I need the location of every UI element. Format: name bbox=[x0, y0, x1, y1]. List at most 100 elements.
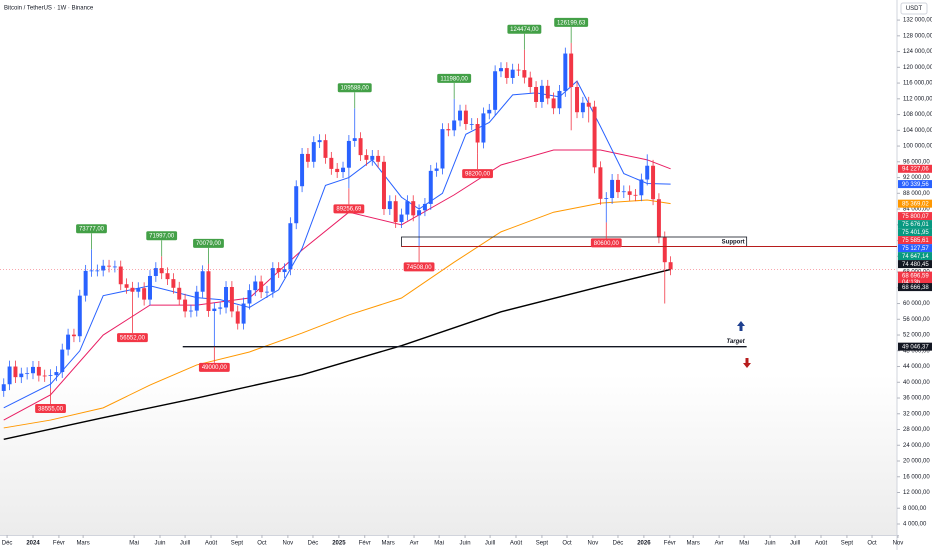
y-tick-label: 40 000,00 bbox=[903, 380, 930, 386]
price-label-box bbox=[898, 228, 932, 237]
candle-body bbox=[7, 366, 12, 385]
x-tick-label: Mai bbox=[434, 541, 444, 547]
candle-body bbox=[264, 291, 269, 293]
candle-body bbox=[458, 110, 463, 121]
candle-body bbox=[417, 210, 422, 216]
annotation-label: 124474,00 bbox=[510, 27, 539, 33]
x-tick-label: Août bbox=[205, 541, 218, 547]
y-tick-label: 124 000,00 bbox=[903, 49, 932, 55]
moving-average-line bbox=[3, 199, 671, 429]
candle-body bbox=[434, 168, 439, 171]
price-label-box bbox=[898, 283, 932, 292]
x-tick-label: Mai bbox=[129, 541, 139, 547]
y-tick-label: 12 000,00 bbox=[903, 490, 930, 496]
candle-body bbox=[551, 98, 556, 109]
y-tick-label: 104 000,00 bbox=[903, 128, 932, 134]
y-tick-label: 8 000,00 bbox=[903, 506, 927, 512]
y-tick-label: 28 000,00 bbox=[903, 427, 930, 433]
candle-body bbox=[329, 157, 334, 169]
candle-body bbox=[487, 109, 492, 114]
x-tick-label: Avr bbox=[715, 541, 724, 547]
y-tick-label: 128 000,00 bbox=[903, 33, 932, 39]
candle-body bbox=[48, 375, 53, 376]
candle-body bbox=[563, 53, 568, 91]
candle-body bbox=[282, 269, 287, 273]
candle-body bbox=[300, 153, 305, 187]
x-tick-label: Sept bbox=[536, 541, 549, 547]
candle-body bbox=[118, 266, 123, 285]
candle-body bbox=[446, 129, 451, 131]
candle-body bbox=[259, 281, 264, 293]
x-tick-label: Févr bbox=[359, 541, 371, 547]
candle-body bbox=[586, 102, 591, 107]
x-tick-label: Sept bbox=[231, 541, 244, 547]
x-tick-label: Mars bbox=[76, 541, 89, 547]
candle-body bbox=[633, 194, 638, 196]
y-tick-label: 60 000,00 bbox=[903, 301, 930, 307]
candle-body bbox=[352, 138, 357, 141]
annotation-box bbox=[462, 169, 493, 179]
y-tick-label: 56 000,00 bbox=[903, 317, 930, 323]
candle-body bbox=[381, 161, 386, 210]
y-tick-label: 120 000,00 bbox=[903, 65, 932, 71]
y-tick-label: 116 000,00 bbox=[903, 81, 932, 87]
candle-body bbox=[610, 179, 615, 199]
candle-body bbox=[188, 310, 193, 312]
y-tick-label: 24 000,00 bbox=[903, 443, 930, 449]
annotation-label: 49000,00 bbox=[202, 365, 228, 371]
candle-body bbox=[206, 271, 211, 312]
x-tick-label: Oct bbox=[867, 541, 877, 547]
annotation-box bbox=[333, 204, 365, 214]
candle-body bbox=[604, 198, 609, 199]
target-label: Target bbox=[727, 339, 746, 345]
candle-body bbox=[294, 186, 299, 224]
annotation-box bbox=[337, 83, 372, 93]
x-tick-label: Nov bbox=[893, 541, 904, 547]
candle-body bbox=[575, 87, 580, 113]
price-label-box bbox=[898, 212, 932, 221]
candle-body bbox=[493, 71, 498, 110]
x-tick-label: 2025 bbox=[332, 541, 346, 547]
candle-body bbox=[656, 199, 661, 238]
annotation-label: 56552,00 bbox=[120, 335, 146, 341]
price-label-box bbox=[898, 220, 932, 229]
annotation-label: 71997,00 bbox=[149, 234, 175, 240]
candle-body bbox=[405, 201, 410, 215]
x-tick-label: Juin bbox=[460, 541, 471, 547]
unit-box bbox=[900, 2, 928, 15]
x-tick-label: Déc bbox=[2, 541, 13, 547]
candle-body bbox=[598, 167, 603, 199]
x-tick-label: Févr bbox=[664, 541, 676, 547]
price-label-box bbox=[898, 260, 932, 269]
y-tick-label: 36 000,00 bbox=[903, 396, 930, 402]
candle-body bbox=[25, 373, 30, 375]
candle-body bbox=[422, 203, 427, 211]
x-tick-label: Nov bbox=[588, 541, 599, 547]
candle-body bbox=[1, 384, 6, 391]
candle-body bbox=[42, 375, 47, 377]
candle-body bbox=[621, 191, 626, 193]
candle-body bbox=[305, 153, 310, 162]
y-tick-label: 100 000,00 bbox=[903, 144, 932, 150]
up-arrow bbox=[737, 321, 745, 331]
plot-background bbox=[0, 0, 897, 535]
x-tick-label: 2024 bbox=[26, 541, 40, 547]
candle-body bbox=[270, 268, 275, 292]
annotation-box bbox=[554, 17, 589, 27]
annotation-label: 73777,00 bbox=[79, 227, 105, 233]
candle-body bbox=[183, 299, 188, 312]
candle-body bbox=[534, 87, 539, 102]
x-tick-label: Nov bbox=[283, 541, 294, 547]
y-tick-label: 4 000,00 bbox=[903, 522, 927, 528]
y-tick-label: 112 000,00 bbox=[903, 96, 932, 102]
annotation-box bbox=[146, 231, 178, 241]
candle-body bbox=[504, 68, 509, 78]
candle-body bbox=[393, 201, 398, 223]
candle-body bbox=[639, 179, 644, 196]
moving-average-line bbox=[3, 268, 671, 441]
candle-body bbox=[288, 223, 293, 270]
y-tick-label: 16 000,00 bbox=[903, 474, 930, 480]
candle-body bbox=[165, 273, 170, 280]
candle-body bbox=[241, 303, 246, 324]
